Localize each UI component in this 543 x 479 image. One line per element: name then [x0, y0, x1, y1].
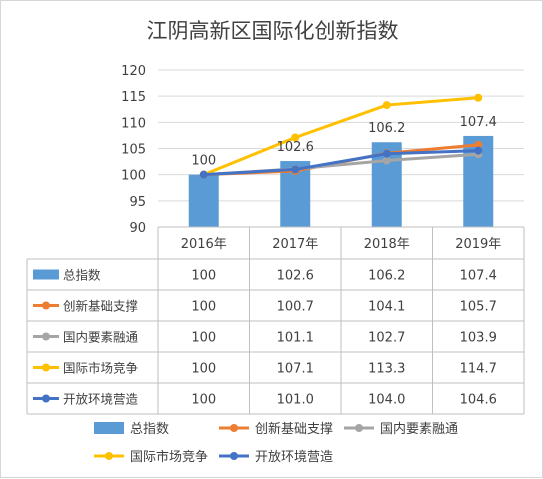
legend-key-marker	[230, 424, 238, 432]
series-point	[474, 93, 483, 102]
x-category-label: 2019年	[455, 237, 501, 252]
table-cell: 102.6	[277, 269, 314, 284]
y-tick-label: 110	[121, 116, 146, 131]
table-row-name: 开放环境营造	[63, 392, 139, 407]
legend-label: 国内要素融通	[380, 421, 458, 437]
table-row-key-marker	[42, 332, 50, 341]
table-cell: 113.3	[368, 362, 405, 377]
table-cell: 107.1	[277, 362, 314, 377]
x-category-label: 2018年	[364, 237, 410, 252]
table-row-name: 国内要素融通	[63, 330, 139, 345]
series-point	[291, 133, 300, 142]
legend-key	[94, 422, 124, 434]
table-cell: 100	[191, 393, 216, 408]
y-tick-label: 90	[129, 221, 146, 236]
y-tick-label: 120	[121, 64, 146, 79]
data-labels: 100 102.6 106.2 107.4	[191, 115, 497, 169]
series-line	[203, 143, 479, 177]
table-cell: 105.7	[460, 300, 497, 315]
series-line	[203, 149, 479, 177]
table-cell: 114.7	[460, 362, 497, 377]
bar	[188, 174, 219, 227]
chart-title: 江阴高新区国际化创新指数	[146, 19, 399, 43]
table-row-key-marker	[42, 301, 50, 310]
table-row-name: 创新基础支撑	[63, 299, 139, 314]
legend-label: 开放环境营造	[255, 450, 333, 465]
table-cell: 104.6	[460, 393, 497, 408]
series-point	[382, 156, 391, 165]
series-point	[382, 101, 391, 110]
series-point	[474, 146, 483, 155]
table-row-name: 国际市场竞争	[63, 361, 138, 376]
legend-label: 总指数	[130, 422, 169, 437]
table-row-key-marker	[42, 363, 50, 372]
bar-data-label: 107.4	[460, 115, 497, 130]
table-cell: 107.4	[460, 269, 497, 284]
bar-data-label: 106.2	[368, 121, 405, 136]
legend-key-marker	[105, 452, 113, 460]
legend-key-marker	[355, 424, 363, 432]
table-cell: 100	[191, 269, 216, 284]
table-cell: 104.1	[368, 300, 405, 315]
bar-data-label: 102.6	[277, 140, 314, 155]
table-cell: 100	[191, 362, 216, 377]
series-point	[474, 140, 483, 149]
table-cell: 101.0	[277, 393, 314, 408]
y-tick-label: 105	[121, 143, 146, 158]
bar-data-label: 100	[191, 154, 216, 169]
series-point	[199, 170, 208, 179]
x-category-label: 2016年	[181, 237, 227, 252]
y-tick-label: 100	[121, 169, 146, 184]
y-tick-label: 115	[121, 90, 146, 105]
table-row-key	[33, 269, 59, 280]
table-row-key-marker	[42, 394, 50, 403]
bar-series	[188, 135, 494, 227]
table-cell: 101.1	[277, 331, 314, 346]
y-tick-label: 95	[129, 195, 146, 210]
x-category-label: 2017年	[272, 237, 318, 252]
table-cell: 100.7	[277, 300, 314, 315]
y-axis-ticks: 90 95 100 105 110 115 120	[121, 64, 146, 236]
table-cell: 102.7	[368, 331, 405, 346]
series-point	[291, 165, 300, 174]
table-cell: 100	[191, 300, 216, 315]
line-series	[199, 93, 483, 179]
table-cell: 100	[191, 331, 216, 346]
table-row-name: 总指数	[63, 268, 101, 283]
table-cell: 104.0	[368, 393, 405, 408]
legend-key-marker	[230, 452, 238, 460]
series-point	[382, 149, 391, 158]
legend-label: 国际市场竞争	[130, 449, 208, 465]
table-cell: 106.2	[368, 269, 405, 284]
series-line	[203, 96, 479, 177]
legend-label: 创新基础支撑	[255, 421, 333, 437]
table-cell: 103.9	[460, 331, 497, 346]
